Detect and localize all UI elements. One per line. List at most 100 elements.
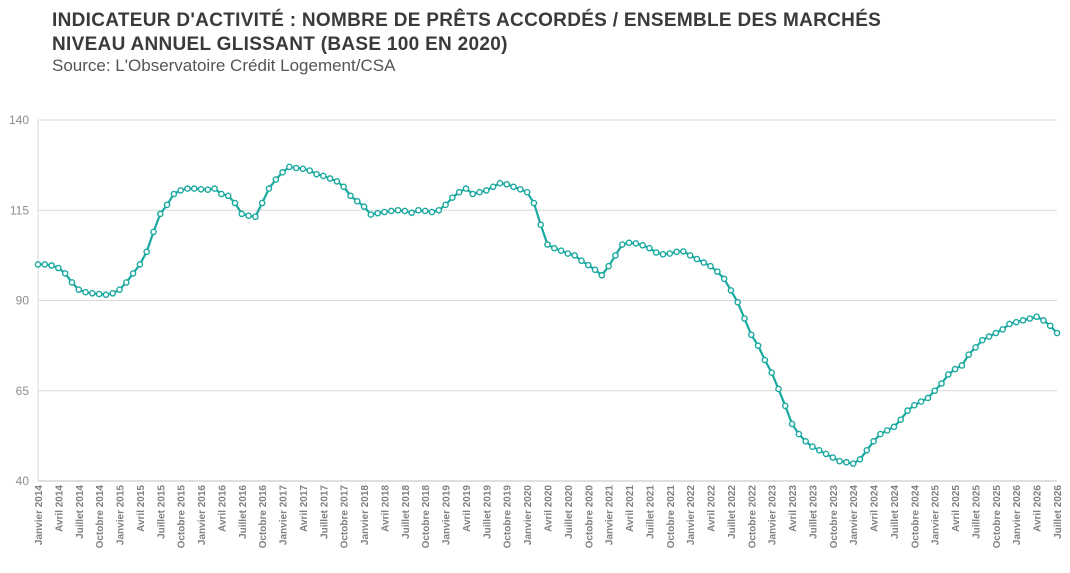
data-point [1040, 317, 1047, 324]
data-point [353, 197, 361, 205]
data-point [340, 183, 348, 191]
data-point [985, 333, 993, 340]
data-point [95, 290, 103, 298]
data-point [394, 206, 402, 214]
data-point [428, 208, 436, 216]
data-point [754, 342, 762, 349]
data-point [666, 250, 674, 257]
data-point [197, 186, 205, 193]
x-tick-label: Octobre 2021 [666, 485, 677, 549]
data-point [218, 190, 225, 198]
data-point [829, 454, 837, 461]
data-point [442, 201, 449, 209]
x-tick-label: Juillet 2024 [890, 485, 901, 539]
data-point [61, 270, 69, 277]
data-point [632, 240, 640, 247]
data-point [510, 183, 517, 191]
data-point [612, 252, 619, 259]
data-point [911, 401, 918, 409]
data-point [75, 286, 83, 293]
data-point [605, 262, 612, 270]
x-tick-label: Juillet 2025 [971, 485, 982, 539]
data-point [489, 183, 497, 191]
data-point [483, 187, 490, 194]
data-point [775, 385, 782, 393]
data-point [1053, 329, 1061, 337]
data-point [992, 329, 1000, 337]
data-point [109, 289, 117, 297]
x-tick-label: Juillet 2015 [156, 485, 167, 539]
data-point [347, 192, 354, 200]
y-tick-label: 65 [16, 384, 30, 398]
data-point [476, 188, 483, 196]
data-point [999, 326, 1006, 333]
data-point [462, 185, 470, 192]
x-tick-label: Janvier 2019 [442, 485, 453, 545]
data-point [659, 250, 667, 258]
data-point [177, 187, 184, 194]
data-point [190, 185, 198, 192]
data-point [584, 261, 592, 269]
data-point [897, 416, 905, 423]
data-point [693, 255, 701, 263]
data-point [496, 179, 504, 187]
data-point [537, 221, 545, 228]
x-tick-label: Janvier 2016 [197, 485, 208, 545]
data-point [184, 185, 191, 192]
data-point [727, 287, 735, 294]
x-tick-label: Avril 2019 [462, 485, 473, 532]
data-point [795, 430, 803, 438]
x-tick-label: Octobre 2019 [503, 485, 514, 549]
x-tick-label: Janvier 2017 [279, 485, 290, 545]
data-point [700, 259, 708, 266]
data-point [748, 331, 755, 339]
data-point [856, 456, 864, 463]
data-point [123, 279, 130, 286]
x-tick-label: Juillet 2021 [645, 485, 656, 539]
data-point [843, 458, 850, 466]
x-tick-label: Octobre 2024 [910, 485, 921, 549]
x-tick-label: Juillet 2019 [482, 485, 493, 539]
data-point [523, 188, 531, 196]
data-point [931, 387, 939, 395]
data-point [421, 207, 429, 215]
data-point [381, 208, 388, 216]
data-point [333, 178, 341, 185]
x-tick-label: Juillet 2022 [727, 485, 738, 539]
data-point [224, 192, 232, 200]
data-point [768, 369, 775, 377]
data-point [252, 213, 259, 221]
data-point [211, 185, 218, 192]
data-point [238, 210, 246, 218]
data-point [557, 247, 565, 254]
data-point [265, 185, 273, 192]
data-point [822, 450, 830, 458]
data-point [367, 211, 375, 218]
x-tick-label: Juillet 2018 [401, 485, 412, 539]
x-tick-label: Octobre 2025 [992, 485, 1003, 549]
data-point [129, 270, 137, 277]
data-point [455, 188, 463, 196]
data-point [156, 210, 164, 218]
data-point [1046, 322, 1054, 330]
data-point [292, 164, 300, 172]
data-point [55, 264, 62, 272]
x-tick-label: Janvier 2018 [360, 485, 371, 545]
data-point [1033, 313, 1040, 321]
x-tick-label: Janvier 2020 [523, 485, 534, 545]
data-point [924, 394, 932, 402]
data-point [618, 241, 626, 248]
x-tick-label: Avril 2017 [299, 485, 310, 532]
data-point [449, 194, 456, 201]
x-tick-label: Octobre 2016 [258, 485, 269, 549]
y-tick-label: 40 [16, 474, 30, 488]
data-point [469, 190, 477, 198]
data-point [517, 186, 524, 193]
y-tick-label: 140 [9, 113, 29, 127]
gridlines [37, 119, 1057, 482]
data-point [646, 244, 653, 252]
x-tick-label: Avril 2016 [217, 485, 228, 532]
data-point [788, 420, 796, 428]
x-tick-label: Janvier 2022 [686, 485, 697, 545]
data-point [625, 239, 633, 247]
